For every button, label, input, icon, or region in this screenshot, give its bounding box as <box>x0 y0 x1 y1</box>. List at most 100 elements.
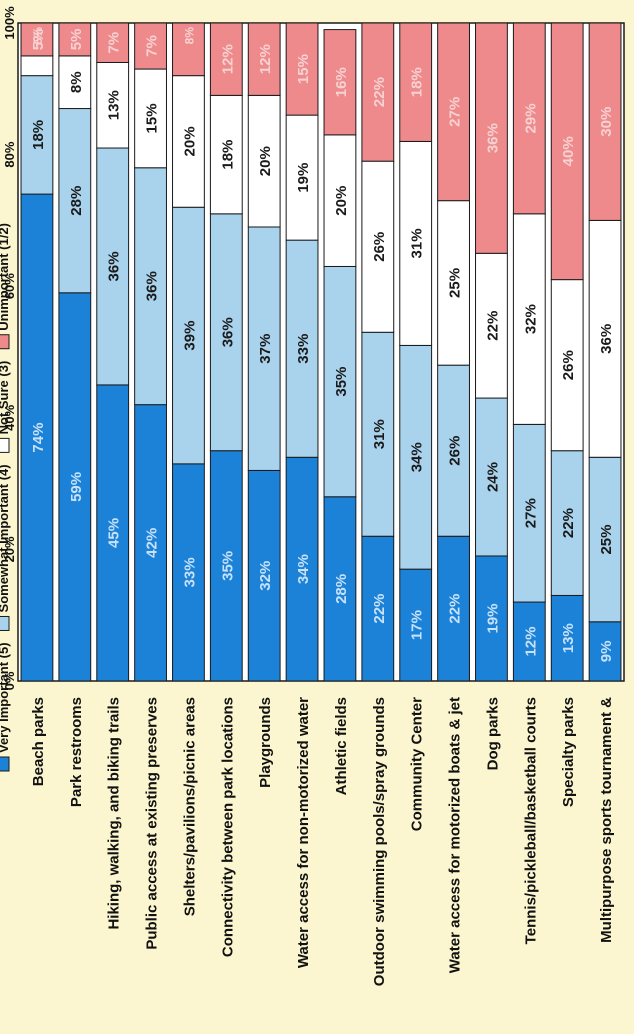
data-label: 29% <box>522 103 539 133</box>
category-label: Water access for motorized boats & jet <box>447 697 464 973</box>
data-label: 35% <box>219 551 236 581</box>
data-label: 36% <box>144 271 161 301</box>
bar-segment <box>285 22 319 116</box>
bar-segment <box>20 22 54 57</box>
data-label: 5% <box>30 29 47 51</box>
rotated-chart-group: 74% 18% 5% 59% 28% 8% 5% 45% 36% 13% 7% 42% 36% 15% 7%… <box>0 6 625 986</box>
legend-swatch <box>0 756 10 772</box>
legend-label: Somewhat Important (4) <box>0 464 11 612</box>
x-tick-label: 100% <box>2 6 17 40</box>
data-label: 20% <box>181 126 198 156</box>
data-label: 33% <box>295 334 312 364</box>
category-label: Hiking, walking, and biking trails <box>106 697 123 930</box>
data-label: 27% <box>522 498 539 528</box>
category-label: Community Center <box>409 697 426 831</box>
bar-segment <box>172 22 205 77</box>
data-label: 40% <box>560 136 577 166</box>
data-label: 45% <box>106 518 123 548</box>
data-label: 32% <box>522 304 539 334</box>
bar-segment <box>323 29 357 136</box>
data-label: 30% <box>598 107 615 137</box>
bar-segment <box>475 22 508 254</box>
data-label: 36% <box>106 251 123 281</box>
data-label: 7% <box>144 35 161 57</box>
x-tick-label: 40% <box>2 404 17 430</box>
data-label: 74% <box>30 423 47 453</box>
legend-swatch <box>0 615 10 631</box>
data-label: 26% <box>371 232 388 262</box>
data-label: 31% <box>409 228 426 258</box>
data-label: 28% <box>333 574 350 604</box>
data-label: 20% <box>257 146 274 176</box>
legend-swatch <box>0 437 10 453</box>
data-label: 36% <box>219 317 236 347</box>
data-label: 36% <box>598 324 615 354</box>
data-label: 34% <box>295 554 312 584</box>
data-label: 22% <box>371 77 388 107</box>
data-label: 15% <box>144 103 161 133</box>
bar-segment <box>550 22 584 281</box>
category-label: Public access at existing preserves <box>144 697 161 950</box>
category-label: Outdoor swimming pools/spray grounds <box>371 697 388 986</box>
data-label: 13% <box>106 90 123 120</box>
data-label: 5% <box>68 29 85 51</box>
legend-label: Unimportant (1/2) <box>0 223 11 331</box>
x-tick-label: 20% <box>2 536 17 562</box>
category-label: Connectivity between park locations <box>219 697 236 957</box>
data-label: 7% <box>106 32 123 54</box>
data-label: 22% <box>560 508 577 538</box>
bar-segment <box>437 22 470 202</box>
legend-label: Not Sure (3) <box>0 361 11 435</box>
data-label: 13% <box>560 623 577 653</box>
category-label: Shelters/pavilions/picnic areas <box>181 697 198 916</box>
data-label: 17% <box>409 610 426 640</box>
legend-swatch <box>0 334 10 350</box>
data-label: 42% <box>144 528 161 558</box>
legend: Very Important (5) Somewhat Important (4)… <box>0 223 11 772</box>
category-label: Multipurpose sports tournament & <box>598 697 615 943</box>
data-label: 22% <box>371 594 388 624</box>
plot-area <box>17 22 625 682</box>
data-label: 20% <box>333 186 350 216</box>
category-label: Park restrooms <box>68 697 85 807</box>
data-label: 9% <box>598 641 615 663</box>
data-label: 35% <box>333 367 350 397</box>
category-label: Tennis/pickleball/basketball courts <box>522 697 539 944</box>
category-labels: Beach parks Park restrooms Hiking, walking… <box>30 697 615 986</box>
bar-segment <box>58 22 92 57</box>
bar-segment <box>134 22 167 70</box>
bar-segment <box>96 22 130 63</box>
data-label: 37% <box>257 334 274 364</box>
data-label: 5% <box>31 27 45 45</box>
bar-segment <box>247 22 281 96</box>
data-label: 12% <box>257 44 274 74</box>
legend-label: Very Important (5) <box>0 642 11 753</box>
bar-segment <box>399 22 433 142</box>
data-label: 26% <box>560 350 577 380</box>
data-label: 32% <box>257 561 274 591</box>
data-label: 12% <box>219 44 236 74</box>
category-label: Specialty parks <box>560 697 577 807</box>
data-label: 8% <box>182 27 196 45</box>
category-label: Water access for non-motorized water <box>295 697 312 968</box>
data-label: 36% <box>484 123 501 153</box>
data-label: 8% <box>68 71 85 93</box>
bar-segment <box>588 22 622 221</box>
data-label: 24% <box>484 462 501 492</box>
bar-segment <box>209 22 243 96</box>
bars-layer: 74% 18% 5% 59% 28% 8% 5% 45% 36% 13% 7% 42% 36% 15% 7%… <box>17 22 625 682</box>
bar-segment <box>361 22 395 162</box>
x-tick-label: 0% <box>2 671 17 690</box>
data-label: 25% <box>598 525 615 555</box>
data-label: 34% <box>409 442 426 472</box>
bar-segment <box>512 22 546 215</box>
data-label: 26% <box>447 436 464 466</box>
data-label: 16% <box>333 67 350 97</box>
category-label: Dog parks <box>484 697 501 770</box>
data-label: 19% <box>295 163 312 193</box>
data-label: 19% <box>484 603 501 633</box>
data-label: 12% <box>522 627 539 657</box>
data-label: 59% <box>68 472 85 502</box>
